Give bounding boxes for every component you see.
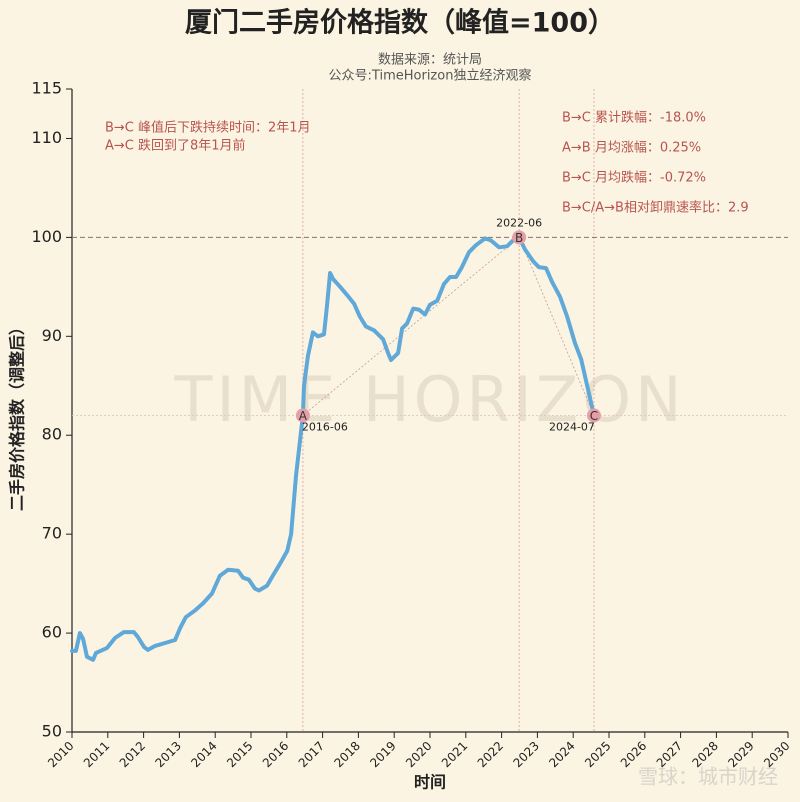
watermark: TIME HORIZON [174, 363, 686, 436]
subtitle: 公众号:TimeHorizon独立经济观察 [329, 69, 532, 84]
y-tick-label: 100 [31, 227, 62, 246]
x-axis-label: 时间 [414, 773, 446, 792]
y-tick-label: 90 [42, 326, 62, 345]
subtitle: 数据来源：统计局 [378, 53, 482, 68]
point-label: C [590, 409, 598, 423]
footer: 雪球：城市财经 [638, 765, 778, 789]
annotation: B→C/A→B相对卸鼎速率比：2.9 [562, 200, 749, 216]
y-tick-label: 60 [42, 623, 62, 642]
connector [518, 237, 595, 416]
annotation: B→C 月均跌幅：-0.72% [562, 170, 706, 186]
point-date: 2022-06 [496, 216, 542, 229]
connector [302, 237, 520, 416]
annotation: B→C 峰值后下跌持续时间：2年1月 [105, 120, 311, 136]
annotation: A→B 月均涨幅：0.25% [562, 141, 701, 156]
y-tick-label: 70 [42, 524, 62, 543]
chart-title: 厦门二手房价格指数（峰值=100） [185, 8, 615, 39]
y-tick-label: 50 [42, 722, 62, 741]
point-date: 2016-06 [302, 420, 348, 433]
annotation: A→C 跌回到了8年1月前 [105, 138, 246, 154]
point-label: A [299, 409, 308, 423]
y-tick-label: 115 [31, 79, 62, 98]
y-tick-label: 80 [42, 425, 62, 444]
y-axis-label: 二手房价格指数（调整后） [8, 319, 27, 511]
point-marker [512, 230, 527, 245]
point-marker [586, 408, 601, 423]
point-marker [295, 408, 310, 423]
line [70, 235, 596, 662]
y-tick-label: 110 [31, 128, 62, 147]
point-label: B [515, 231, 523, 245]
point-date: 2024-07 [549, 420, 595, 433]
annotation: B→C 累计跌幅：-18.0% [562, 110, 706, 126]
